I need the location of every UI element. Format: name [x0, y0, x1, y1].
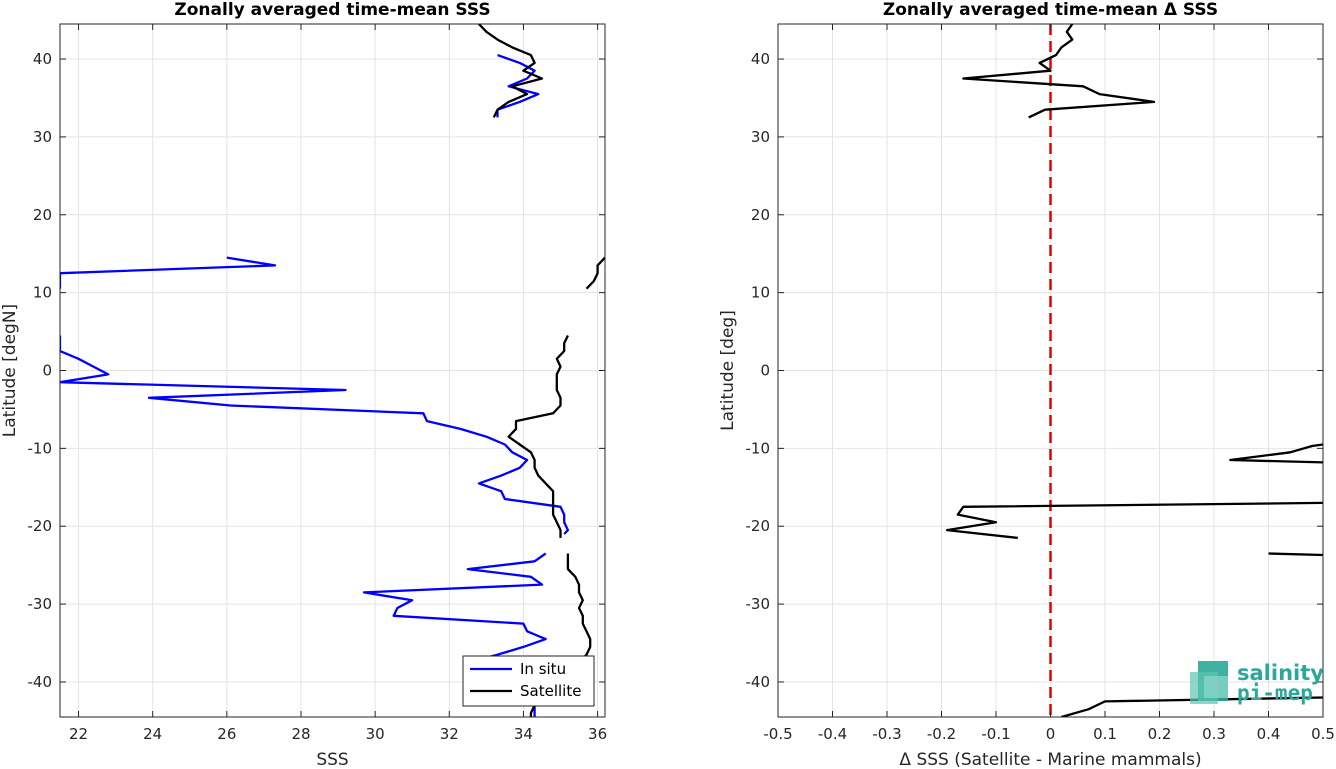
y-tick-label: -10: [746, 439, 771, 457]
series-line-in-situ-seg0: [496, 54, 540, 118]
x-tick-label: 0.3: [1202, 725, 1226, 743]
right-panel-delta-sss: -0.5 -0.4 -0.3 -0.2 -0.1 0 0.1 0.2 0.3 0.4 0.5 -40 -…: [718, 0, 1335, 769]
x-tick-label: 0.1: [1093, 725, 1117, 743]
series-line-delta-seg0: [962, 24, 1156, 119]
y-tick-label: -20: [28, 517, 53, 535]
x-tick-label: 0.5: [1311, 725, 1335, 743]
x-tick-label: -0.3: [872, 725, 901, 743]
logo-text-pimep: pi-mep: [1237, 681, 1313, 705]
chart-title: Zonally averaged time-mean SSS: [174, 0, 490, 20]
series-line-in-situ-seg2: [60, 335, 570, 535]
x-axis-label: SSS: [316, 750, 348, 769]
y-tick-label: -10: [28, 439, 53, 457]
series-line-delta-seg1: [1229, 443, 1323, 464]
y-tick-label: 20: [33, 206, 52, 224]
y-tick-label: -20: [746, 517, 771, 535]
x-tick-label: 0.2: [1148, 725, 1172, 743]
legend: In situ Satellite: [462, 655, 595, 707]
y-axis-label: Latitude [deg]: [718, 310, 738, 431]
series-line-in-situ-seg1: [60, 256, 277, 289]
x-tick-label: 22: [69, 725, 88, 743]
legend-label-satellite: Satellite: [520, 682, 581, 700]
x-tick-label: 36: [588, 725, 607, 743]
logo-mark-icon: [1190, 661, 1228, 704]
x-tick-label: 26: [217, 725, 236, 743]
x-tick-label: 28: [291, 725, 310, 743]
x-axis-label: Δ SSS (Satellite - Marine mammals): [899, 750, 1201, 769]
x-tick-label: 30: [366, 725, 385, 743]
y-tick-label: -40: [746, 673, 771, 691]
y-tick-label: 20: [751, 206, 770, 224]
y-tick-label: 30: [33, 128, 52, 146]
y-tick-label: 40: [33, 50, 52, 68]
series-line-satellite-seg0: [478, 24, 544, 118]
x-tick-label: 34: [514, 725, 533, 743]
x-tick-label: 24: [143, 725, 162, 743]
y-tick-label: -40: [28, 673, 53, 691]
left-panel-sss: 22 24 26 28 30 32 34 36 -40 -30 -20 -10 0 10 20 30 40 Zon…: [0, 0, 607, 769]
y-tick-label: 0: [760, 362, 770, 380]
x-tick-label: -0.2: [927, 725, 956, 743]
legend-label-in-situ: In situ: [520, 660, 566, 678]
x-tick-label: 0.4: [1257, 725, 1281, 743]
y-tick-label: 40: [751, 50, 770, 68]
x-tick-label: -0.1: [981, 725, 1010, 743]
series-line-satellite-seg2: [507, 335, 569, 538]
y-tick-label: -30: [28, 595, 53, 613]
series-line-satellite-seg4: [529, 704, 536, 717]
series-line-in-situ-seg3: [362, 552, 547, 660]
legend-box: [462, 655, 595, 707]
x-tick-label: 32: [440, 725, 459, 743]
x-tick-label: -0.5: [763, 725, 792, 743]
series-line-delta-seg2: [945, 501, 1323, 540]
y-axis-label: Latitude [degN]: [0, 304, 20, 437]
y-tick-label: -30: [746, 595, 771, 613]
x-tick-label: 0: [1046, 725, 1056, 743]
salinity-pimep-logo: salinity pi-mep: [1190, 661, 1324, 705]
y-tick-label: 0: [42, 362, 52, 380]
y-tick-label: 10: [33, 284, 52, 302]
series-line-satellite-seg1: [585, 256, 605, 290]
x-tick-label: -0.4: [818, 725, 847, 743]
y-tick-label: 30: [751, 128, 770, 146]
chart-title: Zonally averaged time-mean Δ SSS: [883, 0, 1218, 20]
logo-text-salinity: salinity: [1237, 661, 1324, 685]
series-line-delta-seg3: [1268, 552, 1323, 557]
y-tick-label: 10: [751, 284, 770, 302]
